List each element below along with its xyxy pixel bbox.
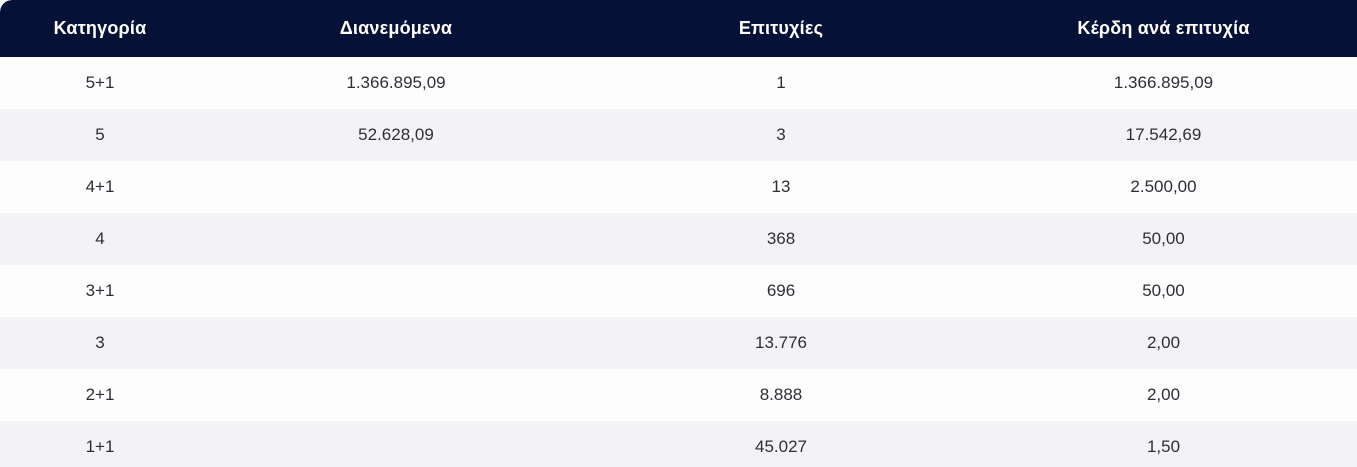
column-header-winners: Επιτυχίες [592,0,970,57]
table-row-5plus1: 5+1 1.366.895,09 1 1.366.895,09 [0,57,1357,109]
cell-category: 4 [95,229,105,248]
cell-winnings-per-winner: 1,50 [1146,437,1181,456]
cell-distributed [200,421,592,467]
cell-winnings-per-winner: 50,00 [1142,229,1185,248]
cell-winners: 696 [766,281,796,300]
cell-winnings-per-winner: 2.500,00 [1130,177,1197,196]
cell-winners: 3 [776,125,786,144]
table-row-4: 4 368 50,00 [0,213,1357,265]
cell-category: 4+1 [85,177,115,196]
cell-distributed [200,317,592,369]
cell-distributed [200,265,592,317]
table-row-3plus1: 3+1 696 50,00 [0,265,1357,317]
cell-winnings-per-winner: 2,00 [1146,333,1181,352]
cell-winners: 368 [766,229,796,248]
cell-category: 2+1 [85,385,115,404]
cell-winners: 8.888 [759,385,803,404]
table-header-row: Κατηγορία Διανεμόμενα Επιτυχίες Κέρδη αν… [0,0,1357,57]
cell-winnings-per-winner: 17.542,69 [1125,125,1202,144]
cell-distributed [200,161,592,213]
column-header-winnings-per-winner: Κέρδη ανά επιτυχία [970,0,1357,57]
table-row-2plus1: 2+1 8.888 2,00 [0,369,1357,421]
table-body: 5+1 1.366.895,09 1 1.366.895,09 5 52.628… [0,57,1357,467]
table-header: Κατηγορία Διανεμόμενα Επιτυχίες Κέρδη αν… [0,0,1357,57]
table-row-4plus1: 4+1 13 2.500,00 [0,161,1357,213]
cell-category: 5 [95,125,105,144]
cell-category: 5+1 [85,73,115,92]
cell-winnings-per-winner: 1.366.895,09 [1113,73,1214,92]
cell-distributed: 1.366.895,09 [346,73,446,92]
table-row-5: 5 52.628,09 3 17.542,69 [0,109,1357,161]
table-row-3: 3 13.776 2,00 [0,317,1357,369]
cell-winners: 13 [771,177,791,196]
cell-winnings-per-winner: 50,00 [1142,281,1185,300]
cell-distributed [200,369,592,421]
cell-winners: 45.027 [755,437,807,456]
cell-winners: 13.776 [755,333,807,352]
cell-distributed [200,213,592,265]
cell-category: 1+1 [85,437,115,456]
cell-winners: 1 [776,73,786,92]
cell-winnings-per-winner: 2,00 [1146,385,1181,404]
column-header-distributed: Διανεμόμενα [200,0,592,57]
cell-category: 3+1 [85,281,115,300]
cell-distributed: 52.628,09 [358,125,434,144]
cell-category: 3 [95,333,105,352]
table-row-1plus1: 1+1 45.027 1,50 [0,421,1357,467]
column-header-category: Κατηγορία [0,0,200,57]
